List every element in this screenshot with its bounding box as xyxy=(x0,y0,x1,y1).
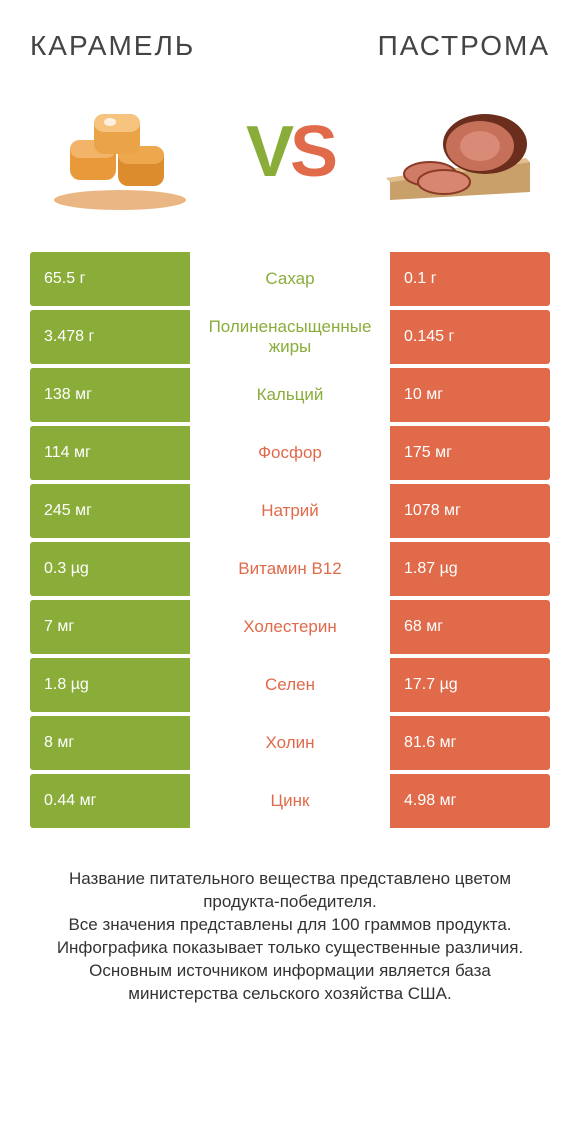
right-value-bar: 68 мг xyxy=(390,600,550,654)
right-value-bar: 4.98 мг xyxy=(390,774,550,828)
right-value-bar: 81.6 мг xyxy=(390,716,550,770)
left-value-bar: 7 мг xyxy=(30,600,190,654)
table-row: 3.478 гПолиненасыщенные жиры0.145 г xyxy=(30,310,550,364)
table-row: 7 мгХолестерин68 мг xyxy=(30,600,550,654)
caramel-image xyxy=(40,92,200,212)
footer-line: Все значения представлены для 100 граммо… xyxy=(40,914,540,937)
table-row: 245 мгНатрий1078 мг xyxy=(30,484,550,538)
right-value-bar: 10 мг xyxy=(390,368,550,422)
titles-row: КАРАМЕЛЬ ПАСТРОМА xyxy=(30,30,550,62)
left-value-bar: 3.478 г xyxy=(30,310,190,364)
nutrient-label: Фосфор xyxy=(190,426,390,480)
table-row: 114 мгФосфор175 мг xyxy=(30,426,550,480)
table-row: 0.3 µgВитамин B121.87 µg xyxy=(30,542,550,596)
nutrient-label: Цинк xyxy=(190,774,390,828)
left-value-bar: 138 мг xyxy=(30,368,190,422)
left-product-title: КАРАМЕЛЬ xyxy=(30,30,195,62)
vs-label: VS xyxy=(246,111,334,193)
left-value-bar: 0.44 мг xyxy=(30,774,190,828)
nutrient-label: Полиненасыщенные жиры xyxy=(190,310,390,364)
footer-notes: Название питательного вещества представл… xyxy=(30,868,550,1006)
footer-line: Основным источником информации является … xyxy=(40,960,540,1006)
right-value-bar: 0.145 г xyxy=(390,310,550,364)
right-value-bar: 175 мг xyxy=(390,426,550,480)
comparison-table: 65.5 гСахар0.1 г3.478 гПолиненасыщенные … xyxy=(30,252,550,828)
table-row: 0.44 мгЦинк4.98 мг xyxy=(30,774,550,828)
right-value-bar: 1.87 µg xyxy=(390,542,550,596)
left-value-bar: 8 мг xyxy=(30,716,190,770)
images-row: VS xyxy=(30,92,550,212)
table-row: 138 мгКальций10 мг xyxy=(30,368,550,422)
table-row: 65.5 гСахар0.1 г xyxy=(30,252,550,306)
nutrient-label: Сахар xyxy=(190,252,390,306)
nutrient-label: Витамин B12 xyxy=(190,542,390,596)
right-product-title: ПАСТРОМА xyxy=(378,30,550,62)
right-value-bar: 17.7 µg xyxy=(390,658,550,712)
nutrient-label: Натрий xyxy=(190,484,390,538)
right-value-bar: 0.1 г xyxy=(390,252,550,306)
nutrient-label: Кальций xyxy=(190,368,390,422)
vs-s: S xyxy=(290,112,334,192)
table-row: 1.8 µgСелен17.7 µg xyxy=(30,658,550,712)
left-value-bar: 245 мг xyxy=(30,484,190,538)
vs-v: V xyxy=(246,112,290,192)
table-row: 8 мгХолин81.6 мг xyxy=(30,716,550,770)
left-value-bar: 0.3 µg xyxy=(30,542,190,596)
right-value-bar: 1078 мг xyxy=(390,484,550,538)
left-value-bar: 65.5 г xyxy=(30,252,190,306)
nutrient-label: Селен xyxy=(190,658,390,712)
pastroma-image xyxy=(380,92,540,212)
footer-line: Название питательного вещества представл… xyxy=(40,868,540,914)
footer-line: Инфографика показывает только существенн… xyxy=(40,937,540,960)
nutrient-label: Холестерин xyxy=(190,600,390,654)
nutrient-label: Холин xyxy=(190,716,390,770)
left-value-bar: 114 мг xyxy=(30,426,190,480)
left-value-bar: 1.8 µg xyxy=(30,658,190,712)
